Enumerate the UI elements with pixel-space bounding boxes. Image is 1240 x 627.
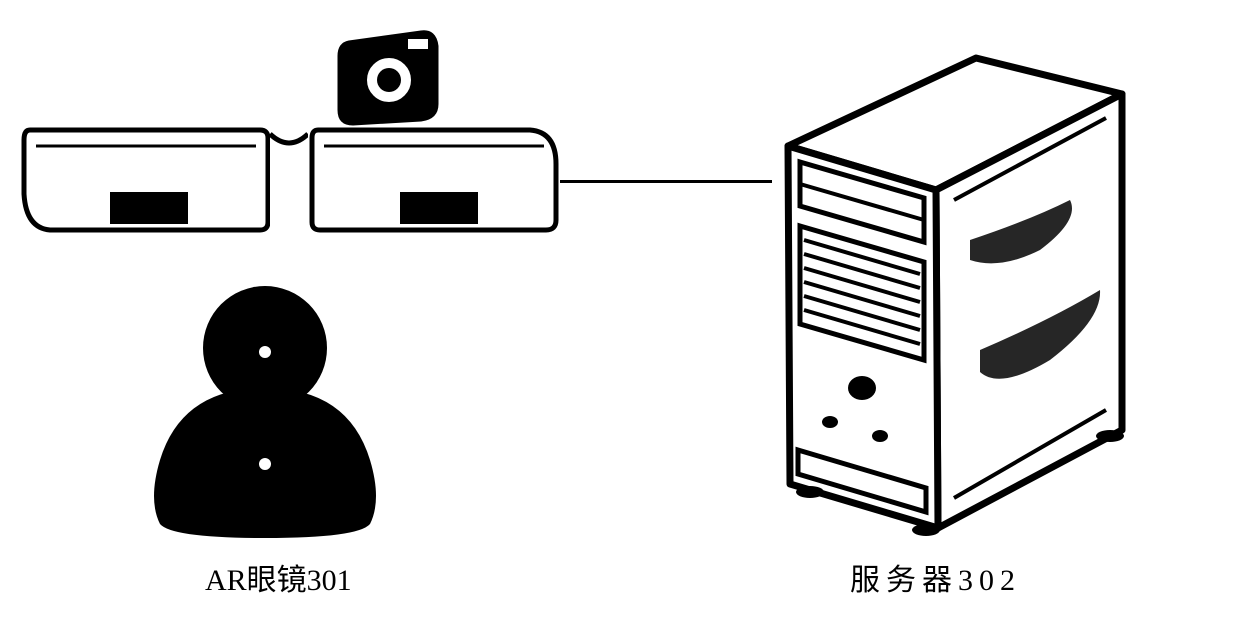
right-lens [308, 124, 560, 236]
server-label: 服务器302 [850, 555, 1021, 599]
server-icon [770, 50, 1140, 540]
bridge [270, 130, 308, 152]
edge-glasses-to-server [560, 180, 772, 183]
person-icon [130, 280, 400, 540]
diagram-canvas: AR眼镜301 [0, 0, 1240, 627]
camera-icon [335, 28, 440, 126]
ar-glasses-label: AR眼镜301 [205, 555, 352, 599]
left-lens [20, 124, 270, 236]
